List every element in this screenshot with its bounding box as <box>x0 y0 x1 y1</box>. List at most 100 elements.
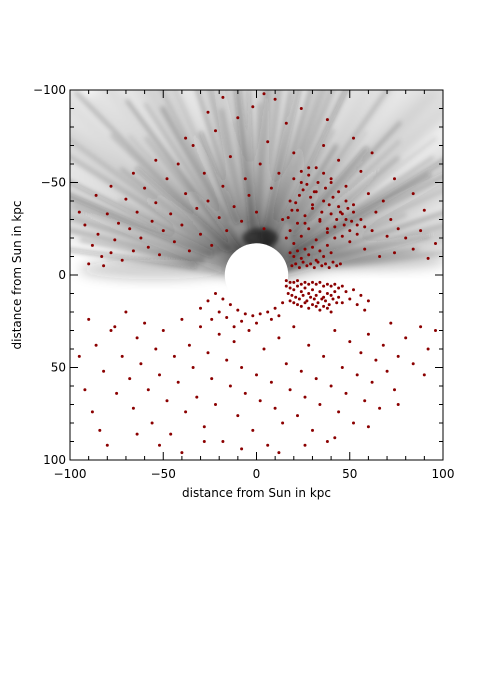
data-point <box>221 95 225 99</box>
data-point <box>316 260 320 264</box>
density-streak <box>290 146 369 236</box>
data-point <box>146 388 150 392</box>
data-point <box>150 219 154 223</box>
data-point <box>77 210 81 214</box>
data-point <box>324 186 327 190</box>
data-point <box>363 308 367 312</box>
density-streak <box>284 212 407 265</box>
data-point <box>344 391 348 395</box>
data-point <box>422 208 426 212</box>
data-point <box>214 129 217 133</box>
density-streak <box>288 174 443 259</box>
data-point <box>288 286 292 290</box>
data-point <box>296 414 299 418</box>
y-tick-label: 0 <box>58 268 66 282</box>
density-streak <box>128 135 236 253</box>
data-point <box>307 253 311 257</box>
data-point <box>363 399 367 403</box>
data-point <box>299 290 303 294</box>
data-point <box>374 358 378 362</box>
x-tick-label: −100 <box>54 467 87 481</box>
data-point <box>251 105 255 109</box>
data-point <box>290 293 294 297</box>
data-point <box>158 443 161 447</box>
data-point <box>331 195 335 199</box>
data-point <box>307 173 311 177</box>
data-point <box>329 177 333 181</box>
data-point <box>303 286 307 290</box>
data-point <box>325 282 329 286</box>
data-point <box>329 293 333 297</box>
data-point <box>303 443 307 447</box>
data-point <box>180 451 184 455</box>
data-point <box>243 177 247 181</box>
data-point <box>225 229 229 233</box>
density-streak <box>135 166 231 253</box>
data-point <box>292 325 296 329</box>
data-point <box>303 395 307 399</box>
data-point <box>325 231 329 234</box>
data-point <box>217 310 221 314</box>
data-point <box>335 218 339 221</box>
data-point <box>348 240 352 244</box>
data-point <box>284 362 288 366</box>
data-point <box>296 221 299 225</box>
data-point <box>288 280 292 284</box>
data-point <box>419 229 423 233</box>
data-point <box>288 199 292 203</box>
data-point <box>135 432 139 436</box>
series-4 <box>77 310 437 455</box>
data-point <box>247 329 251 332</box>
data-point <box>307 282 311 286</box>
data-point <box>296 249 299 253</box>
data-point <box>340 301 344 305</box>
data-point <box>325 440 329 443</box>
data-point <box>243 312 247 316</box>
data-point <box>266 310 270 314</box>
data-point <box>206 351 210 355</box>
data-point <box>325 306 329 310</box>
data-point <box>329 284 333 288</box>
data-point <box>199 306 202 310</box>
data-point <box>350 219 354 223</box>
data-point <box>161 229 165 233</box>
data-point <box>191 366 195 369</box>
data-point <box>333 329 337 332</box>
data-point <box>180 223 184 227</box>
data-point <box>294 295 298 299</box>
density-streak <box>70 154 222 254</box>
data-point <box>322 171 326 175</box>
data-point <box>87 317 91 321</box>
data-point <box>352 203 355 207</box>
data-point <box>135 336 139 340</box>
density-streak <box>118 199 219 255</box>
data-point <box>327 303 331 307</box>
data-point <box>292 242 296 245</box>
data-point <box>311 303 314 307</box>
data-point <box>210 317 214 321</box>
data-point <box>316 181 320 184</box>
data-point <box>344 184 348 188</box>
density-streak <box>255 102 262 233</box>
data-point <box>225 358 229 362</box>
density-streak <box>263 90 335 254</box>
data-point <box>83 223 87 227</box>
data-point <box>77 354 81 358</box>
masked-region <box>224 243 289 307</box>
data-point <box>294 262 298 266</box>
data-point <box>210 377 214 381</box>
data-point <box>228 155 232 159</box>
data-point <box>296 208 299 212</box>
data-point <box>299 234 303 238</box>
data-point <box>273 306 277 310</box>
data-point <box>366 299 370 303</box>
data-point <box>135 210 139 214</box>
data-point <box>305 299 309 303</box>
data-point <box>232 325 236 329</box>
data-point <box>374 210 378 214</box>
data-point <box>318 219 322 223</box>
data-point <box>385 234 389 238</box>
data-point <box>311 245 314 249</box>
data-point <box>322 144 326 147</box>
data-point <box>337 410 341 414</box>
